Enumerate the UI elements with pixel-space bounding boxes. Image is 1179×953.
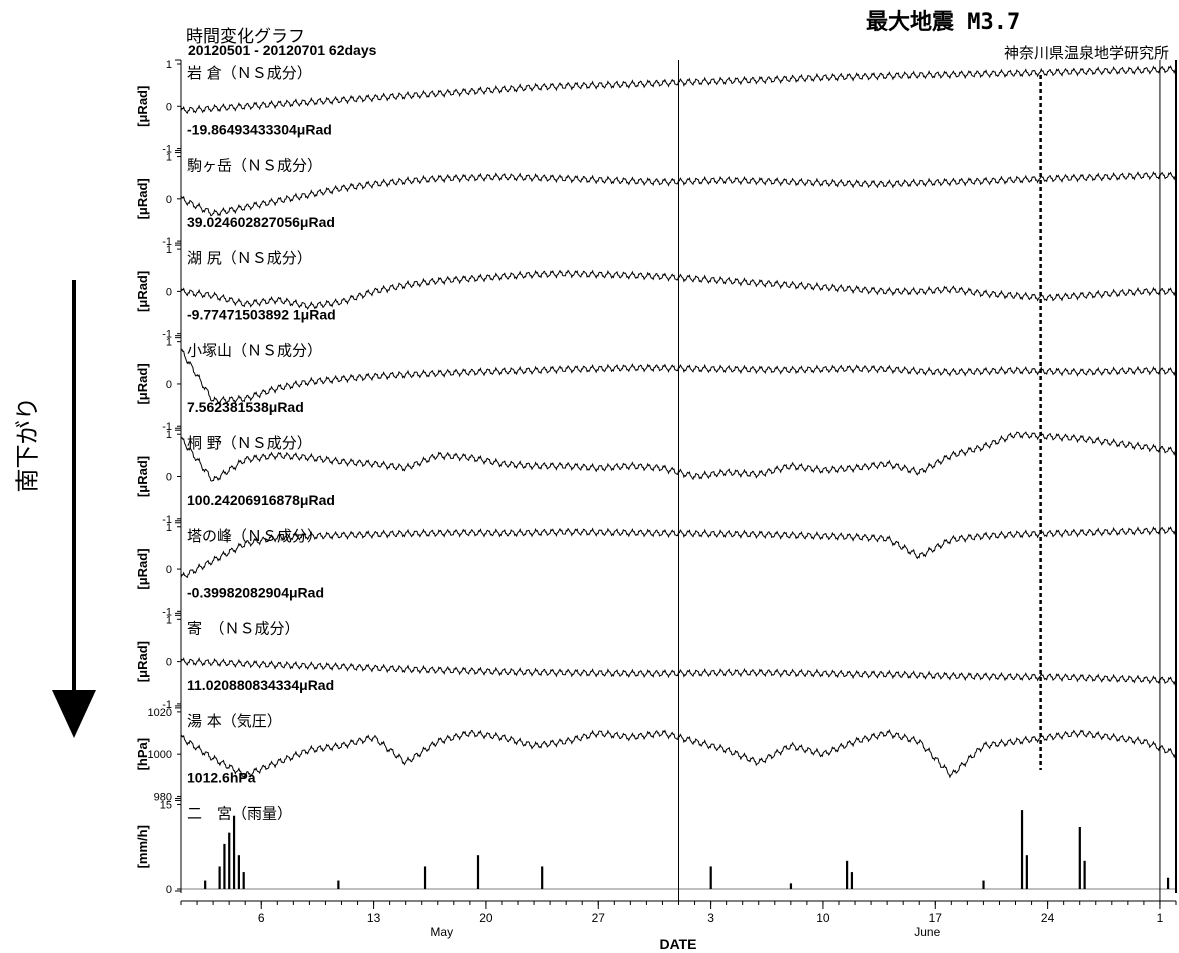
- station-name: 寄 （ＮＳ成分）: [187, 619, 300, 637]
- offset-value-label: 100.24206916878μRad: [187, 492, 335, 508]
- x-tick-label: 10: [816, 911, 830, 925]
- y-tick-label: 0: [166, 379, 172, 391]
- rain-bar: [541, 866, 544, 889]
- series-line: [180, 431, 1176, 482]
- y-axis-label: [μRad]: [135, 178, 150, 219]
- y-tick-label: -1: [162, 514, 172, 526]
- offset-value-label: 39.024602827056μRad: [187, 214, 335, 230]
- y-tick-label: 0: [166, 884, 172, 896]
- x-tick-label: 6: [258, 911, 265, 925]
- rain-bar: [789, 883, 793, 889]
- y-tick-label: 1: [166, 429, 172, 441]
- offset-value-label: -19.86493433304μRad: [187, 122, 332, 138]
- y-tick-label: -1: [162, 144, 172, 156]
- y-axis-label: [hPa]: [135, 738, 150, 771]
- rain-bar: [1083, 860, 1086, 889]
- y-axis-label: [μRad]: [135, 363, 150, 404]
- direction-arrow-head: [52, 690, 96, 738]
- y-tick-label: 1: [166, 59, 172, 71]
- rain-bar: [846, 860, 849, 889]
- rain-bar: [237, 855, 240, 889]
- y-axis-label: [μRad]: [135, 456, 150, 497]
- y-tick-label: 1020: [148, 707, 172, 719]
- rain-bar: [1020, 810, 1024, 889]
- rain-bar: [1166, 877, 1170, 889]
- y-tick-label: 0: [166, 472, 172, 484]
- rain-bar: [228, 832, 231, 889]
- series-line: [180, 65, 1177, 115]
- y-tick-label: 1: [166, 244, 172, 256]
- y-tick-label: 0: [166, 564, 172, 576]
- station-name: 二 宮（雨量）: [187, 804, 292, 822]
- station-name: 塔の峰（ＮＳ成分）: [187, 527, 322, 545]
- y-axis-label: [mm/h]: [135, 825, 150, 868]
- rain-bar: [337, 880, 340, 889]
- station-name: 岩 倉（ＮＳ成分）: [187, 64, 312, 82]
- y-axis-label: [μRad]: [135, 548, 150, 589]
- y-axis-label: [μRad]: [135, 86, 150, 127]
- series-line: [180, 269, 1177, 310]
- y-tick-label: 1000: [148, 749, 172, 761]
- x-tick-label: 1: [1157, 911, 1164, 925]
- station-name: 小塚山（ＮＳ成分）: [187, 342, 322, 360]
- series-line: [180, 526, 1177, 579]
- y-tick-label: -1: [162, 699, 172, 711]
- x-tick-label: 20: [479, 911, 493, 925]
- series-line: [180, 170, 1177, 217]
- x-tick-label: 27: [592, 911, 606, 925]
- series-line: [180, 348, 1176, 405]
- rain-bar: [218, 866, 221, 889]
- y-tick-label: -1: [162, 606, 172, 618]
- offset-value-label: -9.77471503892 1μRad: [187, 307, 336, 323]
- y-tick-label: 1: [166, 337, 172, 349]
- rain-bar: [476, 855, 480, 889]
- x-tick-label: 24: [1041, 911, 1055, 925]
- chart-title: 時間変化グラフ: [186, 27, 305, 47]
- station-name: 湖 尻（ＮＳ成分）: [187, 249, 312, 267]
- institute-name: 神奈川県温泉地学研究所: [1003, 44, 1169, 62]
- offset-value-label: 7.562381538μRad: [187, 399, 304, 415]
- y-tick-label: -1: [162, 329, 172, 341]
- rain-bar: [1025, 855, 1028, 889]
- rain-bar: [242, 872, 245, 889]
- rain-bar: [423, 866, 427, 889]
- rain-bar: [232, 815, 236, 889]
- y-tick-label: 980: [154, 791, 172, 803]
- y-tick-label: 1: [166, 522, 172, 534]
- month-label-may: May: [430, 925, 453, 939]
- max-earthquake-label: 最大地震 M3.7: [866, 10, 1021, 35]
- y-tick-label: 0: [166, 194, 172, 206]
- rain-bar: [204, 880, 207, 889]
- y-tick-label: -1: [162, 421, 172, 433]
- x-axis-label: DATE: [659, 936, 696, 952]
- station-name: 湯 本（気圧）: [187, 712, 282, 730]
- rain-bar: [850, 872, 854, 889]
- x-tick-label: 13: [367, 911, 381, 925]
- x-tick-label: 3: [707, 911, 714, 925]
- y-tick-label: 0: [166, 657, 172, 669]
- y-tick-label: 1: [166, 152, 172, 164]
- y-tick-label: 0: [166, 286, 172, 298]
- rain-bar: [223, 843, 226, 889]
- rain-bar: [982, 880, 985, 889]
- rain-bar: [1078, 826, 1081, 889]
- month-label-june: June: [914, 925, 940, 939]
- station-name: 駒ヶ岳（ＮＳ成分）: [187, 157, 322, 175]
- offset-value-label: 1012.6hPa: [187, 769, 256, 785]
- rain-bar: [709, 866, 712, 889]
- y-axis-label: [μRad]: [135, 641, 150, 682]
- y-tick-label: 0: [166, 101, 172, 113]
- x-tick-label: 17: [929, 911, 943, 925]
- y-axis-label: [μRad]: [135, 271, 150, 312]
- station-name: 桐 野（ＮＳ成分）: [187, 434, 312, 452]
- series-line: [180, 657, 1177, 686]
- offset-value-label: -0.39982082904μRad: [187, 584, 324, 600]
- y-tick-label: 15: [160, 799, 172, 811]
- series-line: [180, 728, 1177, 779]
- offset-value-label: 11.020880834334μRad: [187, 677, 334, 693]
- y-tick-label: 1: [166, 614, 172, 626]
- date-range: 20120501 - 20120701 62days: [188, 42, 377, 58]
- y-tick-label: -1: [162, 236, 172, 248]
